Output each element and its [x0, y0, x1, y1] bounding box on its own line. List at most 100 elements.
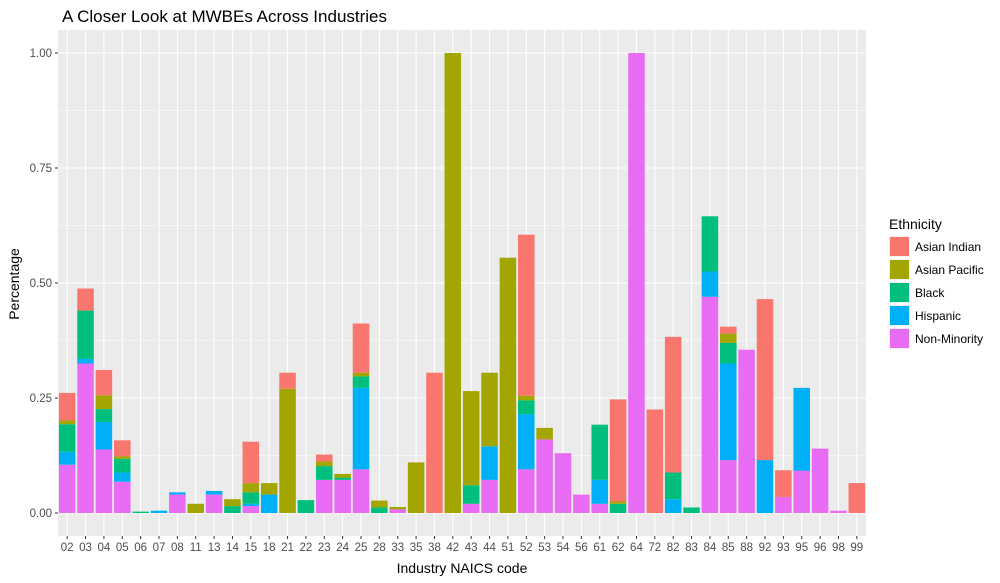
legend-swatch-asian-indian — [890, 237, 909, 256]
bar-segment-asian-pacific — [187, 503, 204, 513]
bar-segment-hispanic — [169, 492, 186, 495]
bar-segment-non-minority — [591, 503, 608, 513]
x-tick-label: 92 — [759, 542, 772, 554]
bar-segment-non-minority — [573, 494, 590, 513]
bar-segment-black — [701, 216, 719, 272]
bar-segment-non-minority — [775, 496, 792, 513]
bar-segment-non-minority — [352, 469, 370, 513]
x-tick-label: 88 — [740, 542, 753, 554]
bar-segment-non-minority — [811, 448, 829, 513]
x-tick-label: 82 — [667, 542, 680, 554]
bar-segment-black — [371, 507, 388, 513]
bar-segment-black — [462, 485, 480, 504]
legend: Ethnicity Asian Indian Asian Pacific Black… — [889, 216, 984, 349]
bar-segment-black — [316, 466, 333, 480]
bar-segment-non-minority — [334, 479, 351, 513]
y-axis-title: Percentage — [6, 248, 22, 320]
bar-segment-hispanic — [150, 510, 168, 513]
x-tick-label: 02 — [61, 542, 74, 554]
x-tick-label: 13 — [208, 542, 221, 554]
x-tick-label: 64 — [630, 542, 643, 554]
bar-segment-non-minority — [389, 509, 406, 513]
x-tick-label: 04 — [98, 542, 111, 554]
x-tick-label: 35 — [410, 542, 423, 554]
bar-segment-asian-indian — [114, 440, 131, 457]
bar-segment-black — [720, 342, 737, 364]
bar-segment-asian-indian — [58, 392, 76, 421]
bar-segment-non-minority — [242, 506, 260, 513]
x-axis-ticks: 02 03 04 05 06 07 08 11 13 14 15 18 21 22 23 24 25 28 33 35… — [61, 536, 863, 554]
bar-segment-black — [95, 409, 113, 422]
x-tick-label: 11 — [190, 542, 202, 554]
bar-segment-asian-pacific — [95, 395, 113, 410]
x-tick-label: 99 — [850, 542, 863, 554]
bars — [58, 53, 866, 513]
bar-segment-hispanic — [95, 421, 113, 450]
bar-segment-non-minority — [738, 349, 755, 513]
x-tick-label: 93 — [777, 542, 790, 554]
bar-segment-asian-indian — [242, 441, 260, 484]
bar-segment-black — [352, 376, 370, 388]
bar-segment-asian-pacific — [481, 372, 498, 447]
x-tick-label: 24 — [336, 542, 349, 554]
x-tick-label: 61 — [593, 542, 606, 554]
bar-segment-black — [132, 511, 149, 513]
x-tick-label: 07 — [153, 542, 166, 554]
x-tick-label: 22 — [300, 542, 313, 554]
bar-segment-asian-pacific — [316, 461, 333, 467]
bar-segment-hispanic — [77, 358, 94, 364]
bar-segment-non-minority — [793, 470, 810, 513]
bar-segment-asian-indian — [279, 372, 296, 389]
bar-segment-hispanic — [352, 387, 370, 470]
bar-segment-non-minority — [536, 439, 553, 513]
bar-segment-hispanic — [260, 494, 278, 513]
x-tick-label: 03 — [79, 542, 92, 554]
x-tick-label: 25 — [355, 542, 368, 554]
bar-segment-asian-indian — [775, 470, 792, 497]
legend-swatch-black — [890, 283, 909, 302]
legend-label-black: Black — [915, 286, 945, 300]
x-tick-label: 08 — [171, 542, 184, 554]
bar-segment-asian-pacific — [462, 391, 480, 486]
bar-segment-asian-indian — [720, 326, 737, 334]
legend-label-asian-pacific: Asian Pacific — [915, 263, 984, 277]
bar-segment-black — [242, 492, 260, 504]
bar-segment-asian-indian — [77, 288, 94, 311]
y-tick-label: 0.00 — [30, 508, 52, 520]
x-tick-label: 21 — [281, 542, 294, 554]
x-tick-label: 72 — [648, 542, 661, 554]
legend-swatch-non-minority — [890, 329, 909, 348]
bar-segment-asian-pacific — [279, 388, 296, 513]
x-tick-label: 56 — [575, 542, 588, 554]
bar-segment-black — [334, 477, 351, 480]
bar-segment-non-minority — [169, 494, 186, 513]
bar-segment-asian-pacific — [371, 500, 388, 508]
legend-label-hispanic: Hispanic — [915, 309, 961, 323]
bar-segment-asian-indian — [646, 409, 664, 513]
y-tick-label: 0.75 — [30, 163, 52, 175]
x-tick-label: 53 — [538, 542, 551, 554]
bar-segment-hispanic — [242, 503, 260, 507]
bar-segment-non-minority — [628, 53, 645, 513]
bar-segment-hispanic — [701, 271, 719, 297]
bar-segment-asian-indian — [848, 483, 866, 513]
x-tick-label: 43 — [465, 542, 478, 554]
bar-segment-asian-indian — [664, 336, 682, 473]
x-tick-label: 18 — [263, 542, 276, 554]
bar-segment-black — [591, 424, 608, 480]
x-tick-label: 44 — [483, 542, 496, 554]
bar-segment-black — [77, 310, 94, 359]
x-tick-label: 14 — [226, 542, 239, 554]
x-tick-label: 05 — [116, 542, 129, 554]
bar-segment-asian-indian — [426, 372, 443, 513]
x-tick-label: 54 — [557, 542, 570, 554]
x-tick-label: 06 — [134, 542, 147, 554]
bar-segment-asian-pacific — [536, 427, 553, 440]
bar-segment-asian-pacific — [518, 395, 535, 401]
bar-segment-non-minority — [701, 296, 719, 513]
x-tick-label: 15 — [244, 542, 257, 554]
bar-segment-black — [609, 503, 627, 513]
bar-segment-asian-indian — [609, 399, 627, 502]
legend-swatch-asian-pacific — [890, 260, 909, 279]
